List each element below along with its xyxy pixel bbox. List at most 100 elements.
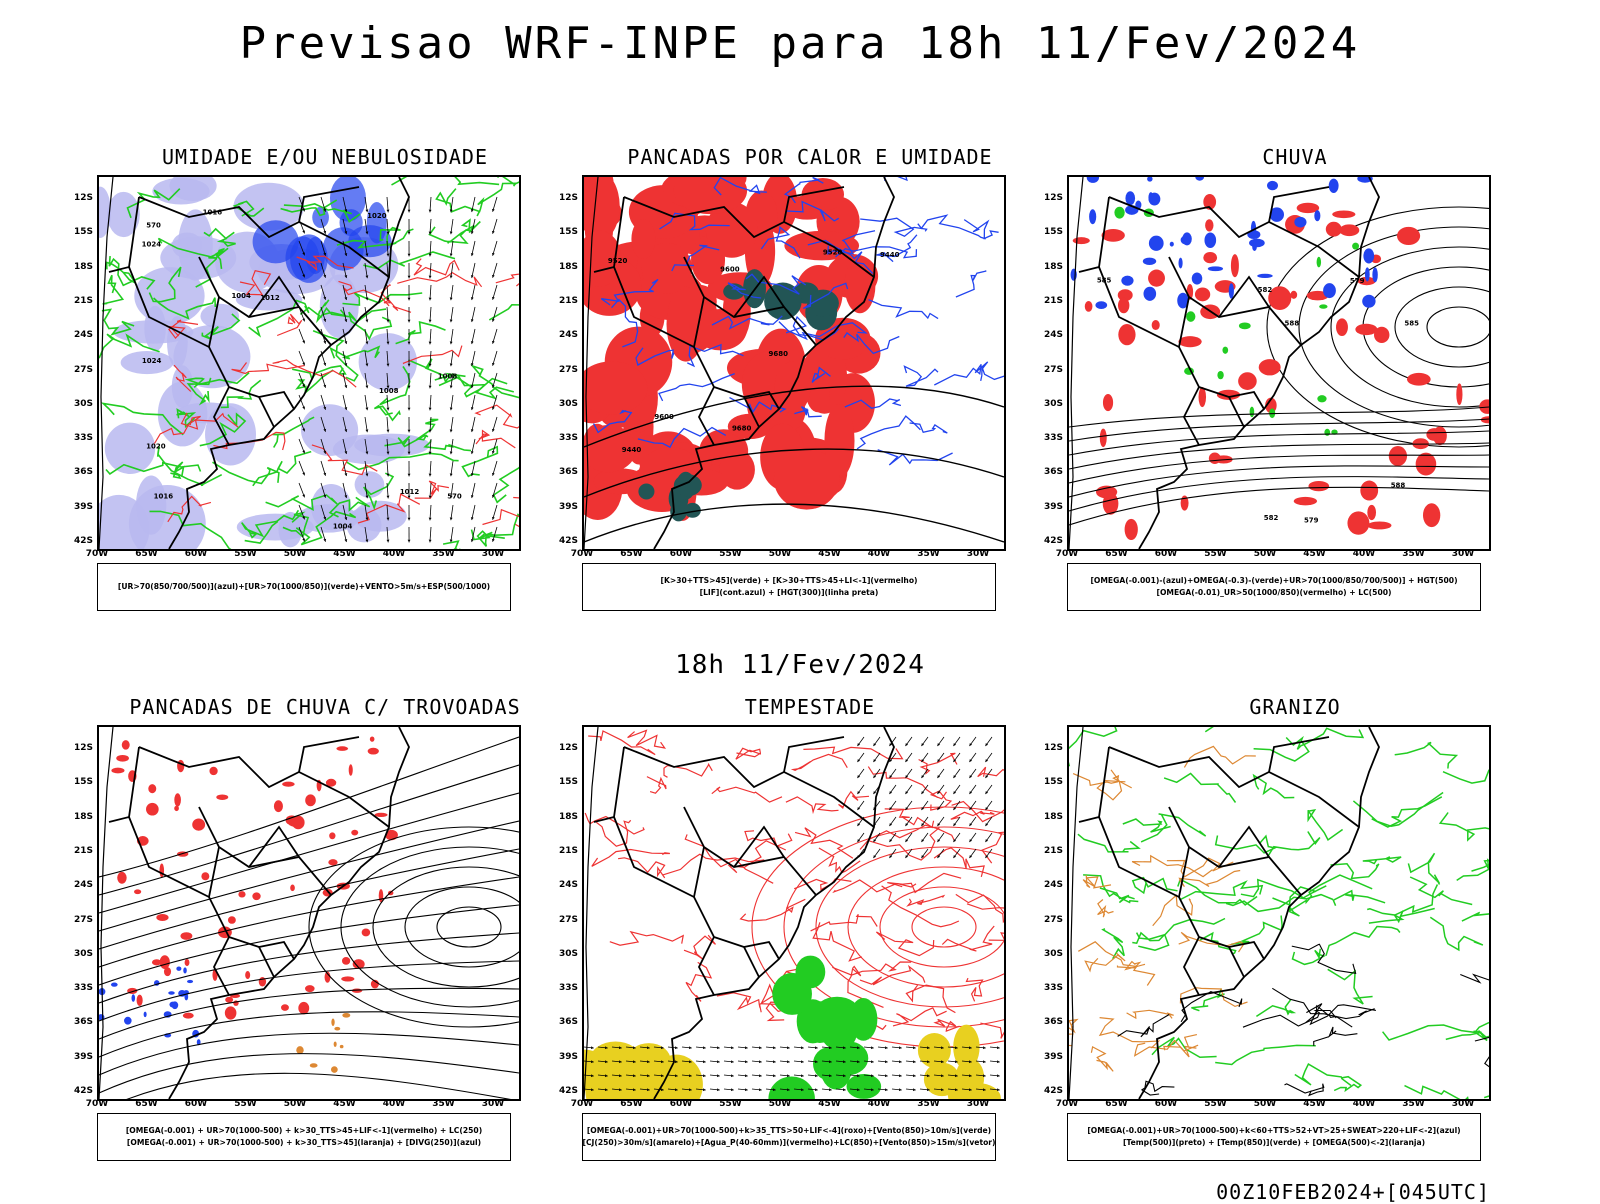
map-pancadas-trovoadas[interactable] bbox=[97, 725, 521, 1101]
field-blob bbox=[1179, 258, 1183, 269]
field-blob bbox=[1426, 428, 1442, 441]
field-blob bbox=[274, 800, 283, 812]
contour-line bbox=[489, 286, 519, 320]
contour-line bbox=[1408, 853, 1439, 884]
latitude-label: 12S bbox=[71, 743, 93, 753]
wind-arrowhead bbox=[787, 1060, 790, 1063]
isobar bbox=[341, 847, 519, 1007]
map-tempestade[interactable] bbox=[582, 725, 1006, 1101]
contour-line bbox=[253, 452, 311, 486]
contour-line bbox=[684, 935, 716, 959]
latitude-label: 42S bbox=[71, 536, 93, 546]
latitude-label: 27S bbox=[556, 915, 578, 925]
jet-stream-area bbox=[584, 1041, 703, 1099]
contour-value-label: 585 bbox=[1097, 276, 1112, 284]
contour-line bbox=[741, 899, 806, 921]
wind-arrowhead bbox=[745, 1074, 748, 1077]
field-blob bbox=[310, 1063, 318, 1067]
contour-line bbox=[515, 524, 519, 549]
contour-line bbox=[860, 218, 926, 236]
field-blob bbox=[159, 864, 164, 878]
contour-value-label: 9680 bbox=[732, 425, 752, 433]
contour-line bbox=[1308, 810, 1342, 840]
latitude-label: 21S bbox=[556, 846, 578, 856]
contour-line bbox=[498, 177, 519, 196]
longitude-label: 45W bbox=[330, 549, 360, 559]
wind-arrowhead bbox=[387, 540, 390, 543]
map-granizo[interactable] bbox=[1067, 725, 1491, 1101]
field-blob bbox=[1178, 336, 1201, 347]
contour-line bbox=[1460, 974, 1489, 986]
field-blob bbox=[850, 998, 878, 1041]
field-blob bbox=[375, 813, 388, 817]
longitude-label: 50W bbox=[1250, 1099, 1280, 1109]
latitude-label: 33S bbox=[71, 983, 93, 993]
contour-line bbox=[1395, 743, 1457, 769]
wind-arrowhead bbox=[429, 408, 432, 411]
field-blob bbox=[228, 916, 236, 924]
field-blob bbox=[774, 449, 840, 509]
latitude-label: 27S bbox=[1041, 915, 1063, 925]
contour-value-label: 9440 bbox=[622, 446, 642, 454]
longitude-label: 40W bbox=[379, 549, 409, 559]
latitude-label: 21S bbox=[1041, 846, 1063, 856]
contour-line bbox=[1118, 1015, 1170, 1037]
field-blob bbox=[1144, 287, 1157, 301]
field-blob bbox=[1148, 192, 1153, 202]
wind-arrowhead bbox=[745, 1088, 748, 1091]
field-blob bbox=[298, 1002, 309, 1014]
panel-granizo[interactable]: GRANIZO [OMEGA(-0.001)+UR>70(1000-500)+k… bbox=[1045, 695, 1545, 1175]
field-blob bbox=[1367, 505, 1376, 520]
contour-line bbox=[476, 431, 515, 448]
wind-arrowhead bbox=[731, 1060, 734, 1063]
contour-line bbox=[1326, 927, 1400, 956]
wind-arrowhead bbox=[801, 1074, 804, 1077]
field-blob bbox=[305, 794, 316, 806]
wind-arrowhead bbox=[759, 1088, 762, 1091]
field-blob bbox=[1336, 318, 1348, 336]
field-blob bbox=[1423, 503, 1440, 527]
field-blob bbox=[174, 793, 181, 806]
contour-line bbox=[811, 914, 878, 931]
contour-line bbox=[618, 858, 665, 878]
wind-arrowhead bbox=[871, 1046, 874, 1049]
longitude-label: 65W bbox=[1102, 549, 1132, 559]
field-blob bbox=[1100, 429, 1107, 447]
contour-value-label: 1012 bbox=[260, 294, 280, 302]
field-blob bbox=[336, 746, 348, 751]
longitude-label: 40W bbox=[864, 549, 894, 559]
field-blob bbox=[1192, 273, 1202, 285]
longitude-label: 60W bbox=[1151, 1099, 1181, 1109]
field-blob bbox=[290, 885, 295, 892]
longitude-label: 50W bbox=[280, 549, 310, 559]
contour-value-label: 1024 bbox=[142, 357, 162, 365]
wind-arrowhead bbox=[717, 1088, 720, 1091]
latitude-label: 24S bbox=[556, 880, 578, 890]
legend-line: [CJ(250)>30m/s](amarelo)+[Agua_P(40-60mm… bbox=[582, 1137, 995, 1149]
contour-value-label: 1008 bbox=[379, 387, 399, 395]
wind-arrowhead bbox=[731, 1046, 734, 1049]
contour-line bbox=[1472, 852, 1490, 871]
longitude-label: 65W bbox=[1102, 1099, 1132, 1109]
contour-value-label: 1016 bbox=[154, 492, 174, 500]
panel-pancadas-trovoadas[interactable]: PANCADAS DE CHUVA C/ TROVOADAS [OMEGA(-0… bbox=[75, 695, 575, 1175]
contour-line bbox=[1328, 969, 1373, 1004]
latitude-label: 15S bbox=[71, 777, 93, 787]
field-blob bbox=[328, 859, 337, 865]
longitude-label: 60W bbox=[666, 549, 696, 559]
longitude-label: 35W bbox=[429, 1099, 459, 1109]
coastline-west bbox=[1069, 727, 1083, 1099]
contour-line bbox=[942, 926, 994, 951]
panel-tempestade[interactable]: TEMPESTADE [OMEGA(-0.001)+UR>70(1000-500… bbox=[560, 695, 1060, 1175]
wind-arrowhead bbox=[408, 232, 411, 235]
country-border bbox=[1269, 737, 1329, 772]
field-blob bbox=[1229, 283, 1234, 298]
contour-line bbox=[813, 922, 862, 961]
isobar bbox=[912, 907, 976, 947]
